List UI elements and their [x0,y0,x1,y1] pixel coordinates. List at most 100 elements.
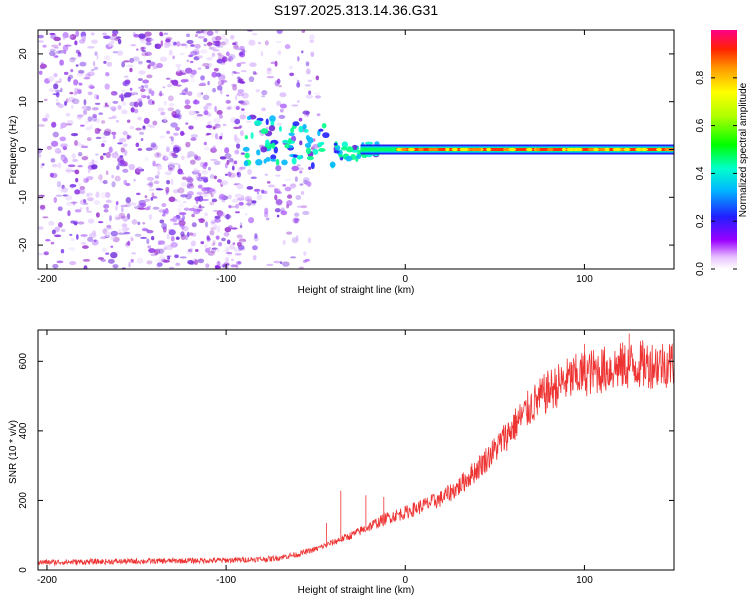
noise-blob [264,40,269,46]
noise-blob [171,152,176,157]
signal-blob [329,161,336,168]
noise-blob [156,164,163,171]
noise-blob [100,155,104,160]
noise-blob [294,77,299,80]
noise-blob [240,102,247,106]
noise-blob [248,217,255,224]
noise-blob [71,153,76,159]
noise-blob [75,177,79,183]
noise-blob [118,228,121,235]
noise-blob [97,220,104,224]
noise-blob [207,121,212,126]
noise-blob [103,128,112,135]
noise-blob [297,205,303,208]
noise-blob [198,195,204,202]
noise-blob [72,158,79,163]
noise-blob [275,41,282,44]
noise-blob [219,156,227,160]
noise-blob [94,127,101,134]
noise-blob [152,120,158,126]
noise-blob [75,64,79,67]
noise-blob [129,125,135,130]
noise-blob [279,108,284,113]
noise-blob [180,181,187,188]
noise-blob [42,163,45,166]
noise-blob [227,53,236,60]
signal-blob [333,150,340,154]
noise-blob [210,158,218,162]
noise-blob [203,191,209,195]
noise-blob [176,41,181,47]
noise-blob [174,126,181,131]
signal-blob [310,162,315,170]
noise-blob [141,52,149,57]
noise-blob [187,150,195,158]
noise-blob [303,177,310,182]
noise-blob [261,107,266,112]
noise-blob [314,92,321,95]
noise-blob [216,109,223,115]
noise-blob [215,235,220,240]
noise-blob [83,265,88,269]
noise-blob [186,155,191,159]
noise-blob [172,55,175,60]
carrier-peak [445,147,450,152]
noise-blob [163,32,169,35]
noise-blob [274,60,278,67]
noise-blob [150,197,154,201]
noise-blob [260,50,264,57]
noise-blob [67,210,71,217]
noise-blob [122,168,129,173]
noise-blob [159,219,165,224]
signal-blob [308,166,312,170]
signal-blob [356,154,362,160]
noise-blob [163,246,168,250]
noise-blob [258,41,261,45]
carrier-peak [432,147,438,152]
noise-blob [122,143,128,147]
noise-blob [65,195,73,201]
noise-blob [169,266,174,269]
noise-blob [173,41,177,46]
noise-blob [201,198,209,202]
noise-blob [159,255,166,261]
noise-blob [85,178,89,183]
noise-blob [187,183,195,189]
noise-blob [291,165,299,172]
noise-blob [213,209,219,212]
noise-blob [182,201,187,204]
noise-blob [148,181,154,188]
noise-blob [129,87,133,91]
signal-blob [345,146,354,153]
noise-blob [112,100,119,104]
noise-blob [50,158,56,163]
noise-blob [298,266,305,269]
noise-blob [84,120,89,125]
noise-blob [73,92,78,96]
noise-blob [135,127,142,131]
noise-blob [295,194,302,201]
noise-blob [111,33,118,37]
noise-blob [105,170,109,176]
signal-blob [253,120,262,126]
noise-blob [179,52,185,56]
noise-blob [60,228,66,233]
noise-blob [166,179,171,185]
noise-blob [212,126,216,130]
noise-blob [211,71,218,78]
signal-blob [270,120,275,127]
noise-blob [137,116,142,121]
snr-y-tick-label: 0 [18,567,29,573]
noise-blob [211,242,216,247]
noise-blob [165,186,170,194]
noise-blob [225,99,231,104]
noise-blob [289,256,297,259]
noise-blob [85,73,91,78]
noise-blob [203,38,208,43]
noise-blob [118,137,127,143]
carrier-peak [576,147,583,152]
spectrogram-x-tick-label: -100 [216,274,236,285]
noise-blob [273,260,281,264]
noise-blob [304,258,310,262]
noise-blob [66,201,72,206]
